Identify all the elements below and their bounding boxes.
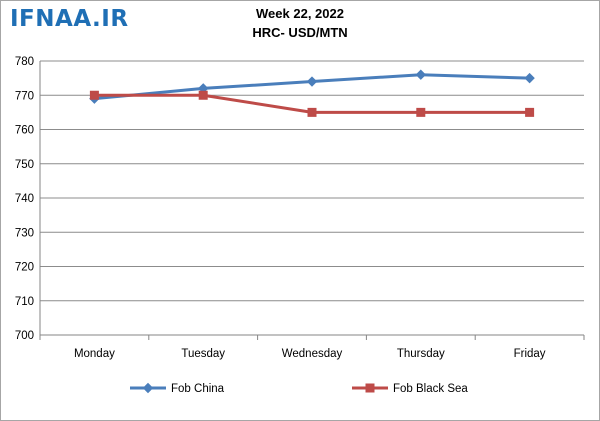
data-point-fob-black-sea (307, 107, 317, 117)
chart-title: Week 22, 2022 (256, 6, 344, 21)
y-tick-label: 710 (15, 296, 34, 308)
y-tick-label: 740 (15, 193, 34, 205)
data-point-fob-china (306, 76, 318, 87)
x-tick-label: Friday (514, 348, 546, 360)
data-point-fob-black-sea (198, 90, 208, 100)
data-point-fob-black-sea (525, 107, 535, 117)
y-tick-label: 700 (15, 330, 34, 342)
y-tick-label: 750 (15, 159, 34, 171)
x-tick-label: Monday (74, 348, 115, 360)
y-tick-label: 720 (15, 262, 34, 274)
legend-marker-fob-black-sea (365, 383, 375, 393)
legend-label-fob-china: Fob China (171, 383, 225, 395)
watermark-logo: IFNAA.IR (10, 6, 129, 32)
y-tick-label: 780 (15, 56, 34, 68)
legend-label-fob-black-sea: Fob Black Sea (393, 383, 468, 395)
y-tick-label: 770 (15, 90, 34, 102)
y-tick-label: 760 (15, 125, 34, 137)
x-tick-label: Tuesday (181, 348, 225, 360)
x-tick-label: Wednesday (282, 348, 343, 360)
data-point-fob-china (524, 72, 535, 84)
y-tick-label: 730 (15, 227, 34, 239)
data-point-fob-china (415, 69, 427, 80)
chart-subtitle: HRC- USD/MTN (252, 25, 348, 40)
x-tick-label: Thursday (397, 348, 445, 360)
legend-marker-fob-china (142, 382, 154, 394)
data-point-fob-black-sea (416, 107, 426, 117)
data-point-fob-black-sea (89, 90, 99, 100)
